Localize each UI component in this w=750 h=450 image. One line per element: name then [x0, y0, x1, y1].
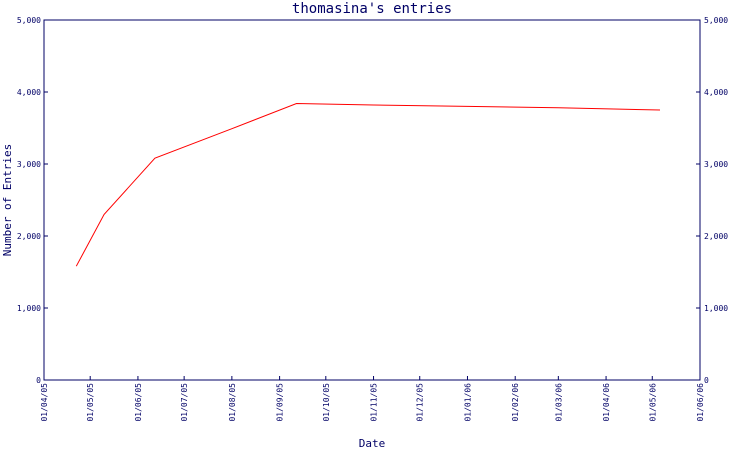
x-tick-label: 01/10/05 [322, 383, 331, 422]
x-tick-label: 01/03/06 [554, 383, 563, 422]
x-tick-label: 01/05/05 [86, 383, 95, 422]
x-tick-label: 01/09/05 [276, 383, 285, 422]
x-tick-label: 01/05/06 [648, 383, 657, 422]
x-tick-label: 01/11/05 [370, 383, 379, 422]
y-tick-label-left: 1,000 [17, 304, 41, 313]
x-tick-label: 01/04/05 [40, 383, 49, 422]
x-axis: 01/04/05 01/05/05 01/06/05 01/07/05 01/08/05… [40, 376, 705, 422]
y-axis-left: 0 1,000 2,000 3,000 4,000 5,000 [17, 16, 48, 385]
y-tick-label-left: 5,000 [17, 16, 41, 25]
y-axis-right: 0 1,000 2,000 3,000 4,000 5,000 [696, 16, 728, 385]
y-tick-label-right: 3,000 [704, 160, 728, 169]
x-axis-label: Date [359, 437, 386, 450]
x-tick-label: 01/06/06 [696, 383, 705, 422]
x-tick-label: 01/07/05 [180, 383, 189, 422]
y-tick-label-right: 5,000 [704, 16, 728, 25]
plot-area-frame [43, 19, 701, 381]
x-tick-label: 01/04/06 [602, 383, 611, 422]
y-tick-label-right: 0 [704, 376, 709, 385]
x-tick-label: 01/08/05 [228, 383, 237, 422]
y-tick-label-right: 2,000 [704, 232, 728, 241]
series-group [75, 102, 661, 267]
chart-title: thomasina's entries [292, 1, 452, 17]
series-line [75, 102, 661, 267]
x-tick-label: 01/06/05 [134, 383, 143, 422]
y-tick-label-right: 1,000 [704, 304, 728, 313]
y-tick-label-right: 4,000 [704, 88, 728, 97]
x-tick-label: 01/01/06 [463, 383, 472, 422]
y-tick-label-left: 3,000 [17, 160, 41, 169]
x-tick-label: 01/12/05 [416, 383, 425, 422]
y-tick-label-left: 0 [36, 376, 41, 385]
y-axis-label: Number of Entries [1, 144, 14, 257]
x-tick-label: 01/02/06 [511, 383, 520, 422]
y-tick-label-left: 4,000 [17, 88, 41, 97]
y-tick-label-left: 2,000 [17, 232, 41, 241]
